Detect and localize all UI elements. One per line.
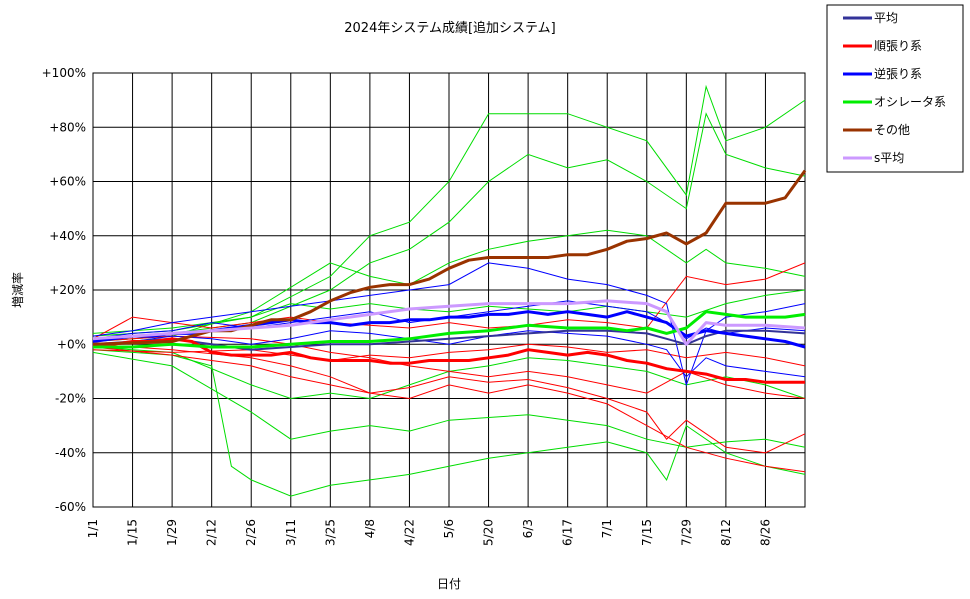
y-tick-label: -40% [55, 446, 86, 460]
background-series-line [92, 351, 806, 448]
chart-title: 2024年システム成績[追加システム] [344, 20, 555, 36]
y-tick-labels: +100% +80% +60% +40% +20% +0% -20% -40% -60% [42, 66, 86, 514]
legend-label: 順張り系 [874, 39, 922, 53]
x-tick-label: 1/29 [165, 519, 179, 546]
x-tick-label: 7/1 [600, 519, 614, 538]
y-tick-label: +20% [49, 283, 86, 297]
x-tick-label: 6/3 [521, 519, 535, 538]
x-tick-label: 2/26 [244, 519, 258, 546]
x-tick-label: 3/25 [323, 519, 337, 546]
x-tick-label: 2/12 [205, 519, 219, 546]
x-tick-label: 8/26 [758, 519, 772, 546]
x-tick-label: 7/15 [640, 519, 654, 546]
y-tick-label: +40% [49, 229, 86, 243]
background-series-line [92, 262, 806, 340]
y-tick-label: -20% [55, 392, 86, 406]
y-tick-label: +0% [57, 337, 86, 351]
legend-label: 逆張り系 [874, 66, 922, 81]
y-tick-label: +100% [42, 66, 86, 80]
series-line [93, 310, 806, 349]
x-tick-labels: 1/1 1/15 1/29 2/12 2/26 3/11 3/25 4/8 4/22 5/6 5/2… [86, 519, 772, 546]
background-series-line [92, 343, 806, 473]
y-tick-label: +80% [49, 120, 86, 134]
x-tick-label: 3/11 [284, 519, 298, 546]
x-tick-label: 4/22 [402, 519, 416, 546]
y-tick-label: -60% [55, 500, 86, 514]
x-axis-label: 日付 [437, 577, 461, 591]
x-tick-label: 1/1 [86, 519, 100, 538]
series-line [92, 169, 807, 346]
legend-label: 平均 [874, 11, 898, 25]
background-series-line [92, 262, 806, 387]
background-series-line [92, 335, 806, 399]
background-series-line [92, 229, 806, 342]
main-series [92, 169, 807, 384]
x-tick-label: 5/6 [442, 519, 456, 538]
x-tick-label: 5/20 [482, 519, 496, 546]
x-tick-label: 1/15 [126, 519, 140, 546]
series-line [92, 299, 806, 346]
x-tick-label: 4/8 [363, 519, 377, 538]
x-tick-label: 7/29 [679, 519, 693, 546]
x-tick-label: 6/17 [561, 519, 575, 546]
background-series-line [92, 84, 806, 337]
background-series-line [92, 346, 806, 400]
series-line [92, 337, 805, 384]
legend-label: その他 [874, 123, 910, 137]
y-tick-label: +60% [49, 175, 86, 189]
legend-label: s平均 [874, 151, 904, 165]
background-series-line [92, 346, 806, 454]
background-series-line [92, 112, 806, 340]
legend-box [826, 4, 964, 173]
legend-label: オシレータ系 [874, 95, 946, 109]
x-tick-label: 8/12 [719, 519, 733, 546]
y-axis-label: 増減率 [10, 272, 25, 308]
